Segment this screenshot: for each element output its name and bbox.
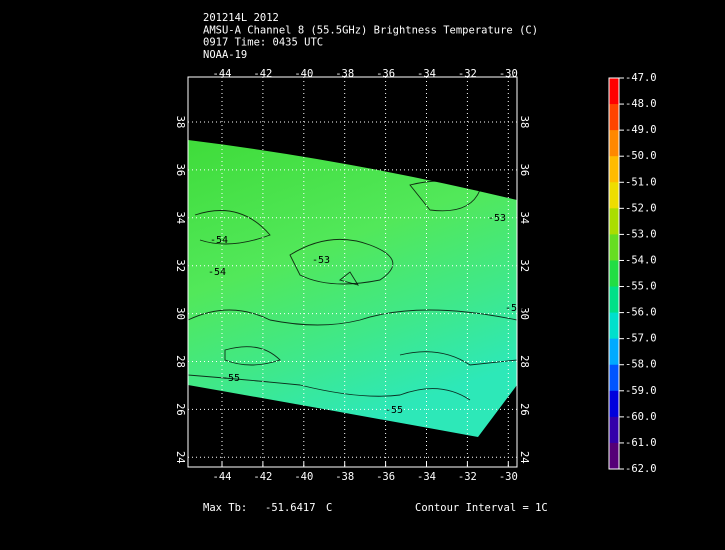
- colorbar-label: -50.0: [625, 150, 657, 162]
- x-tick-label: -44: [213, 68, 232, 80]
- colorbar-bin: [609, 286, 619, 314]
- y-tick-label: 28: [174, 355, 186, 368]
- y-tick-label: 36: [174, 164, 186, 177]
- y-tick-label: 24: [518, 451, 530, 464]
- x-tick-label: -42: [253, 68, 272, 80]
- header-line: 0917 Time: 0435 UTC: [203, 37, 323, 49]
- y-tick-label: 26: [518, 403, 530, 416]
- y-tick-label: 24: [174, 451, 186, 464]
- x-tick-label: -30: [499, 471, 518, 483]
- header-line: AMSU-A Channel 8 (55.5GHz) Brightness Te…: [203, 24, 538, 36]
- colorbar-label: -48.0: [625, 98, 657, 110]
- footer-contour: Contour Interval = 1C: [415, 502, 548, 514]
- colorbar-label: -55.0: [625, 281, 657, 293]
- colorbar-bin: [609, 260, 619, 288]
- colorbar-label: -54.0: [625, 254, 657, 266]
- x-tick-label: -40: [294, 68, 313, 80]
- contour-label: -54: [505, 303, 523, 314]
- colorbar-label: -61.0: [625, 437, 657, 449]
- colorbar-label: -56.0: [625, 307, 657, 319]
- colorbar-bin: [609, 390, 619, 418]
- x-tick-label: -34: [417, 471, 436, 483]
- colorbar-label: -51.0: [625, 176, 657, 188]
- footer-label: Max Tb:: [203, 502, 247, 514]
- x-tick-label: -36: [376, 471, 395, 483]
- x-tick-label: -38: [335, 68, 354, 80]
- colorbar-bin: [609, 312, 619, 340]
- y-tick-label: 34: [518, 211, 530, 224]
- contours: [187, 180, 518, 401]
- footer-value: -51.6417: [265, 502, 316, 514]
- colorbar-bin: [609, 208, 619, 235]
- y-tick-label: 28: [518, 355, 530, 368]
- colorbar-bin: [609, 104, 619, 131]
- colorbar-label: -47.0: [625, 72, 657, 84]
- y-tick-label: 30: [174, 307, 186, 320]
- plot-frame: [187, 76, 518, 468]
- colorbar-bin: [609, 130, 619, 157]
- colorbar-label: -49.0: [625, 124, 657, 136]
- header-line: 201214L 2012: [203, 12, 279, 24]
- x-tick-label: -30: [499, 68, 518, 80]
- colorbar-frame: [608, 77, 620, 470]
- y-tick-label: 34: [174, 211, 186, 224]
- x-tick-label: -32: [458, 471, 477, 483]
- x-tick-label: -40: [294, 471, 313, 483]
- colorbar-bin: [609, 182, 619, 209]
- contour-label: -53: [488, 213, 506, 224]
- colorbar-bin: [609, 78, 619, 105]
- contour-label: -53: [312, 255, 330, 266]
- y-tick-label: 32: [518, 259, 530, 272]
- colorbar-label: -60.0: [625, 411, 657, 423]
- colorbar-label: -62.0: [625, 463, 657, 475]
- colorbar-bin: [609, 364, 619, 392]
- y-tick-label: 30: [518, 307, 530, 320]
- footer-unit: C: [326, 502, 332, 514]
- colorbar-label: -59.0: [625, 385, 657, 397]
- x-tick-label: -34: [417, 68, 436, 80]
- colorbar-bin: [609, 338, 619, 366]
- y-tick-label: 36: [518, 164, 530, 177]
- x-tick-label: -32: [458, 68, 477, 80]
- y-tick-label: 38: [518, 116, 530, 129]
- colorbar-bin: [609, 156, 619, 183]
- colorbar-bin: [609, 416, 619, 444]
- colorbar-bin: [609, 442, 619, 470]
- x-tick-label: -44: [213, 471, 232, 483]
- x-tick-label: -38: [335, 471, 354, 483]
- contour-label: -54: [208, 267, 226, 278]
- x-tick-label: -42: [253, 471, 272, 483]
- contour-label: -55: [385, 405, 403, 416]
- colorbar-label: -52.0: [625, 202, 657, 214]
- colorbar-label: -53.0: [625, 228, 657, 240]
- header-line: NOAA-19: [203, 49, 247, 61]
- colorbar-label: -57.0: [625, 333, 657, 345]
- x-tick-label: -36: [376, 68, 395, 80]
- contour-label: -54: [210, 235, 228, 246]
- y-tick-label: 38: [174, 116, 186, 129]
- colorbar-label: -58.0: [625, 359, 657, 371]
- y-tick-label: 26: [174, 403, 186, 416]
- contour-label: -55: [222, 373, 240, 384]
- colorbar-bin: [609, 234, 619, 261]
- y-tick-label: 32: [174, 259, 186, 272]
